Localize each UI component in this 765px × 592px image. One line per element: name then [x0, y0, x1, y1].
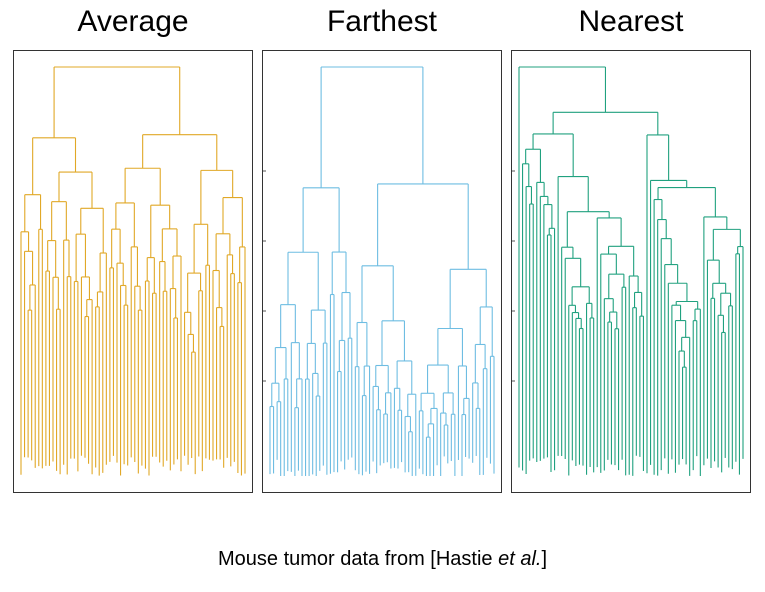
- panel-title-farthest: Farthest: [326, 5, 438, 38]
- dendrogram-farthest-panel: [262, 50, 502, 493]
- dendrogram-average: [20, 66, 246, 476]
- figure-caption: Mouse tumor data from [Hastie et al.]: [0, 548, 765, 571]
- caption-prefix: Mouse tumor data from [Hastie: [217, 548, 499, 570]
- dendrogram-farthest: [263, 66, 495, 476]
- caption-italic: et al.: [498, 548, 542, 570]
- panel-title-nearest: Nearest: [578, 5, 684, 38]
- panel-title-average: Average: [77, 5, 189, 38]
- dendrogram-nearest: [512, 66, 744, 476]
- caption-suffix: ]: [541, 548, 548, 570]
- dendrogram-nearest-panel: [511, 50, 751, 493]
- dendrogram-average-panel: [13, 50, 253, 493]
